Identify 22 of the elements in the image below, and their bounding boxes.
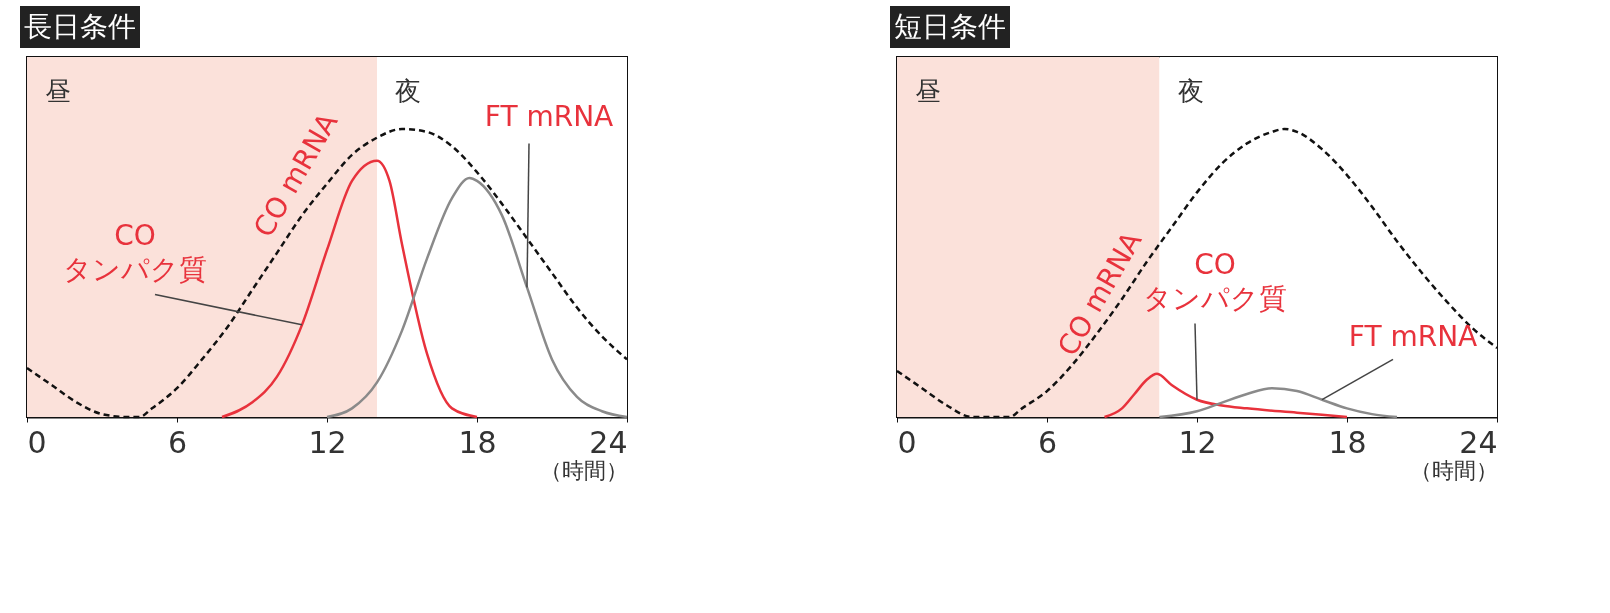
x-tick-label: 24 — [589, 424, 628, 460]
x-axis-title: （時間） — [539, 457, 628, 483]
x-tick-label: 0 — [897, 424, 917, 460]
x-tick-label: 18 — [458, 424, 497, 460]
chart-title: 短日条件 — [890, 6, 1010, 48]
x-tick-label: 6 — [167, 424, 188, 460]
chart-title: 長日条件 — [20, 6, 140, 48]
band-label: 昼 — [45, 76, 71, 106]
x-tick-label: 6 — [1037, 424, 1058, 460]
band-label: 夜 — [395, 76, 421, 106]
text: CO タンパク質 — [1143, 247, 1287, 315]
text: CO タンパク質 — [63, 219, 207, 286]
x-tick-label: 24 — [1459, 424, 1498, 460]
x-axis-title: （時間） — [1409, 457, 1498, 483]
series-label: FT mRNA — [484, 100, 614, 134]
x-tick-label: 12 — [1178, 424, 1217, 460]
x-tick-label: 18 — [1328, 424, 1367, 460]
x-tick-label: 12 — [308, 424, 347, 460]
band-label: 昼 — [915, 76, 941, 106]
series-label: FT mRNA — [1348, 319, 1478, 353]
band-label: 夜 — [1177, 76, 1204, 106]
x-tick-label: 0 — [27, 424, 47, 460]
